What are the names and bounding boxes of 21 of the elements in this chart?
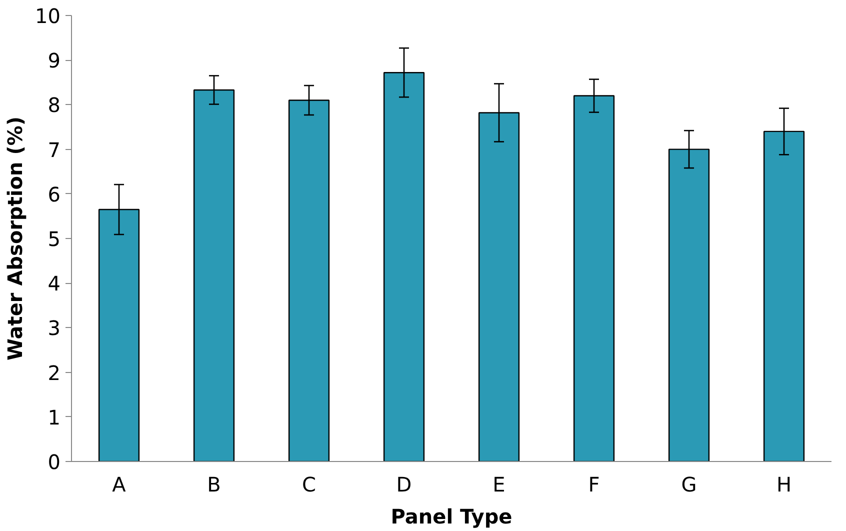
x-tick-label: G bbox=[681, 472, 697, 496]
y-tick-label: 5 bbox=[48, 227, 61, 251]
y-tick-label: 8 bbox=[48, 93, 61, 118]
x-axis-title: Panel Type bbox=[390, 504, 512, 528]
x-tick-label: H bbox=[776, 472, 792, 496]
y-tick-label: 10 bbox=[35, 4, 61, 28]
x-tick-label: C bbox=[302, 472, 316, 496]
x-tick-label: E bbox=[492, 472, 506, 496]
y-tick-label: 3 bbox=[48, 316, 61, 340]
y-tick-label: 2 bbox=[48, 360, 61, 385]
x-tick-label: A bbox=[112, 472, 126, 496]
x-tick-label: F bbox=[588, 472, 600, 496]
x-tick-label: B bbox=[207, 472, 221, 496]
y-tick-label: 4 bbox=[48, 272, 61, 296]
y-tick-label: 0 bbox=[48, 450, 61, 474]
x-tick-label: D bbox=[396, 472, 412, 496]
y-tick-label: 9 bbox=[48, 48, 61, 73]
y-tick-label: 6 bbox=[48, 182, 61, 206]
y-tick-label: 1 bbox=[48, 405, 61, 430]
y-tick-label: 7 bbox=[48, 138, 61, 162]
y-axis-title: Water Absorption (%) bbox=[3, 116, 28, 361]
